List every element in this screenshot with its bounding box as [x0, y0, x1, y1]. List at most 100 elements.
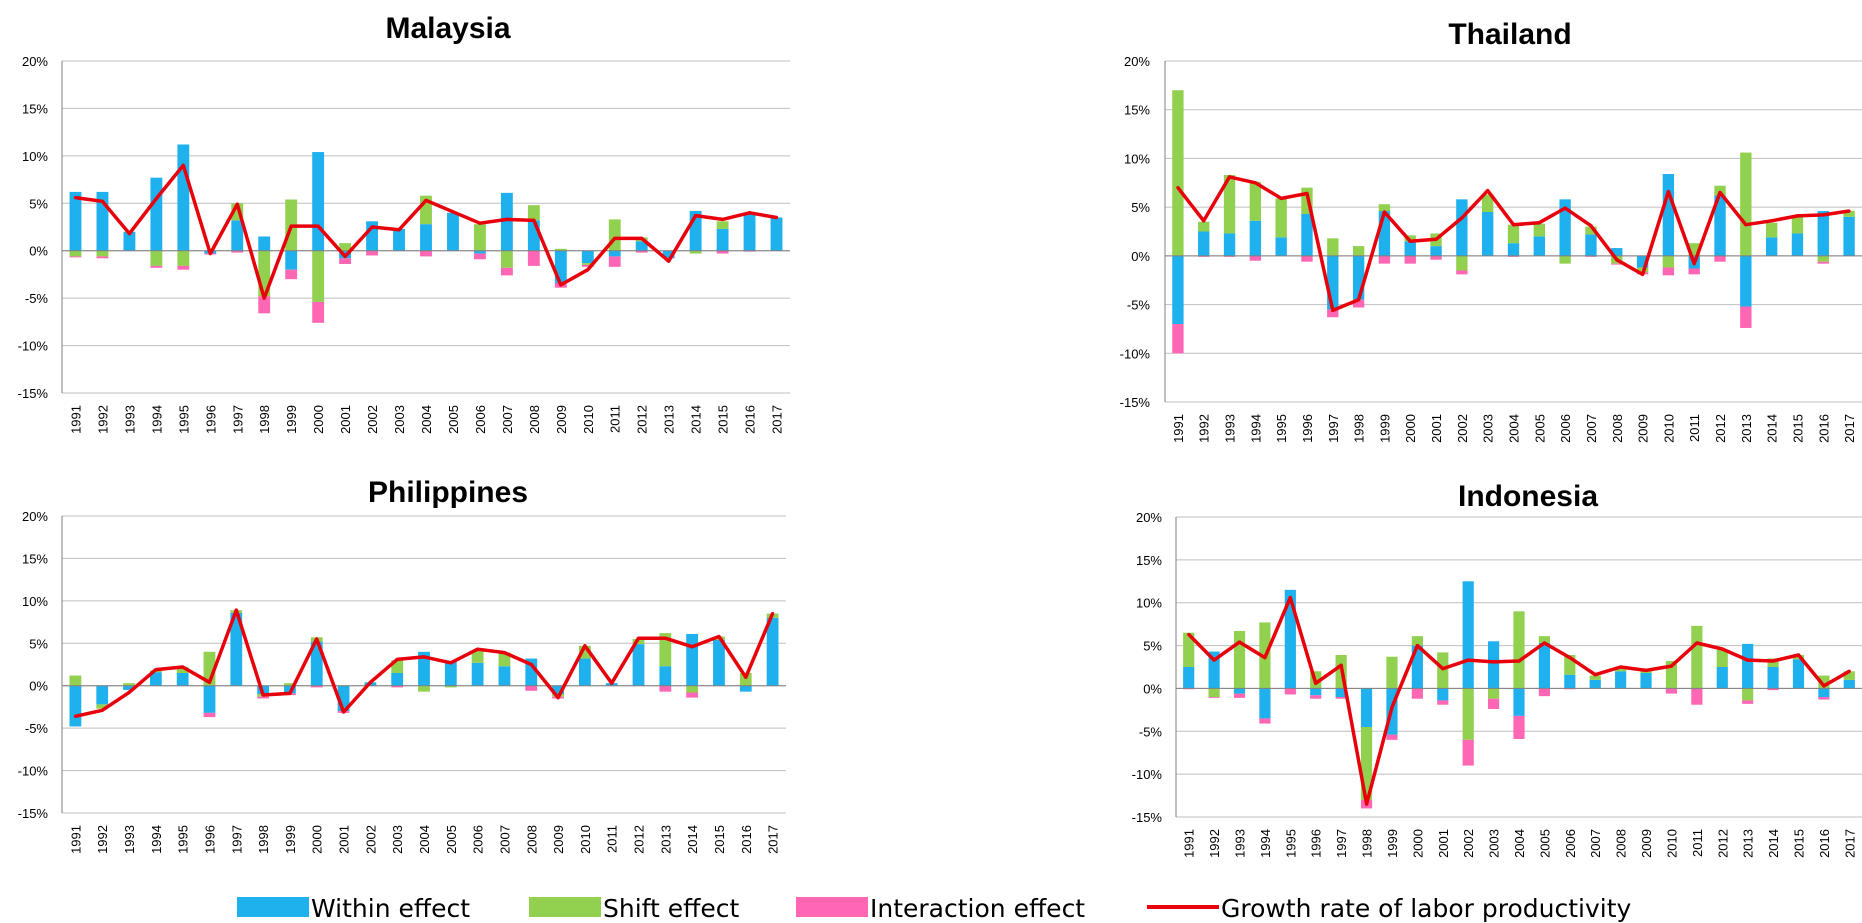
growth-point-malaysia-1991	[73, 195, 78, 200]
bar-interaction-malaysia-2006	[473, 253, 486, 260]
growth-point-thailand-2006	[1563, 206, 1567, 210]
bar-within-indonesia-2015	[1792, 659, 1805, 689]
growth-point-indonesia-2015	[1796, 653, 1801, 657]
y-tick-label-philippines: 10%	[22, 594, 48, 609]
growth-point-thailand-2005	[1537, 221, 1541, 225]
bar-within-indonesia-2008	[1615, 671, 1627, 689]
bar-within-thailand-2003	[1482, 212, 1494, 256]
bar-interaction-thailand-2016	[1817, 261, 1829, 264]
x-tick-label-thailand: 2006	[1558, 414, 1573, 443]
x-tick-label-philippines: 1992	[95, 825, 110, 854]
x-tick-label-malaysia: 1994	[149, 405, 164, 434]
growth-point-philippines-2001	[341, 710, 346, 714]
growth-point-thailand-1996	[1305, 191, 1309, 196]
bar-within-malaysia-1998	[258, 236, 271, 251]
bar-within-philippines-2006	[471, 662, 484, 686]
bar-interaction-malaysia-2015	[716, 250, 729, 254]
bar-shift-malaysia-2008	[527, 205, 540, 221]
x-tick-label-thailand: 1994	[1248, 414, 1263, 443]
x-tick-label-indonesia: 1992	[1207, 829, 1222, 858]
x-tick-label-thailand: 2014	[1765, 414, 1780, 443]
x-tick-label-philippines: 2001	[337, 825, 352, 854]
x-tick-label-malaysia: 2005	[446, 405, 461, 434]
bar-within-philippines-1993	[123, 685, 135, 690]
bar-within-thailand-2005	[1533, 236, 1545, 256]
bar-interaction-indonesia-1997	[1335, 697, 1347, 699]
bar-within-malaysia-2012	[635, 241, 648, 251]
bar-within-philippines-1992	[96, 685, 109, 705]
bar-shift-thailand-1999	[1378, 204, 1391, 212]
bar-interaction-malaysia-1992	[96, 256, 109, 259]
x-tick-label-thailand: 2001	[1429, 414, 1444, 443]
x-tick-label-thailand: 2011	[1687, 414, 1702, 442]
bar-shift-malaysia-2009	[554, 248, 567, 251]
x-tick-label-indonesia: 1994	[1258, 829, 1273, 858]
growth-point-philippines-2004	[422, 655, 426, 659]
x-tick-label-indonesia: 2016	[1817, 829, 1832, 858]
legend: Within effect Shift effect Interaction e…	[237, 894, 1632, 923]
growth-point-philippines-1994	[154, 667, 158, 672]
growth-point-malaysia-2002	[370, 225, 374, 229]
growth-point-malaysia-1995	[181, 163, 185, 167]
bar-interaction-malaysia-2012	[635, 250, 648, 253]
x-tick-label-thailand: 1995	[1274, 414, 1289, 443]
growth-point-malaysia-1997	[235, 202, 239, 206]
x-tick-label-philippines: 2007	[497, 825, 512, 854]
x-tick-label-indonesia: 1996	[1309, 829, 1324, 858]
bar-interaction-indonesia-1994	[1259, 718, 1271, 724]
bar-interaction-malaysia-2002	[366, 250, 379, 256]
bar-shift-thailand-2010	[1662, 255, 1675, 268]
bar-interaction-indonesia-1996	[1310, 695, 1322, 699]
bar-interaction-indonesia-1992	[1208, 697, 1220, 698]
bar-within-philippines-2010	[578, 658, 591, 686]
bar-shift-philippines-1993	[123, 683, 135, 686]
x-tick-label-philippines: 2014	[685, 825, 700, 854]
x-tick-label-indonesia: 2013	[1741, 829, 1756, 858]
bar-shift-indonesia-2002	[1462, 688, 1474, 740]
bar-within-philippines-2009	[552, 685, 564, 695]
growth-point-philippines-2002	[368, 680, 372, 684]
panel-philippines: Philippines 20% 15% 10% 5% 0% -5% -10% -15% 1991 1…	[18, 476, 786, 854]
growth-point-malaysia-1996	[208, 251, 212, 256]
bar-interaction-thailand-1996	[1301, 255, 1313, 262]
growth-point-thailand-2009	[1640, 272, 1645, 276]
bar-within-thailand-2009	[1636, 255, 1649, 268]
bar-shift-malaysia-2004	[420, 195, 432, 225]
bar-shift-malaysia-1995	[177, 250, 190, 266]
bar-interaction-thailand-2001	[1430, 255, 1442, 260]
growth-point-indonesia-2004	[1517, 659, 1521, 663]
bar-interaction-thailand-1998	[1352, 299, 1365, 308]
y-tick-label-indonesia: -10%	[1132, 767, 1163, 782]
y-tick-label-thailand: -15%	[1120, 395, 1151, 410]
x-tick-label-thailand: 2005	[1532, 414, 1547, 443]
bar-shift-thailand-2007	[1585, 226, 1597, 235]
bar-within-malaysia-2009	[554, 250, 567, 283]
bar-within-malaysia-2000	[312, 152, 325, 251]
y-tick-label-philippines: 15%	[22, 551, 48, 566]
bar-shift-philippines-2016	[739, 672, 752, 686]
bar-within-thailand-1996	[1301, 213, 1313, 256]
growth-point-indonesia-2013	[1746, 658, 1750, 662]
bar-shift-indonesia-2000	[1411, 636, 1423, 646]
x-tick-label-thailand: 2016	[1816, 414, 1831, 443]
bar-interaction-indonesia-2014	[1767, 688, 1779, 691]
growth-point-thailand-2002	[1460, 216, 1464, 220]
bar-within-indonesia-1992	[1208, 651, 1220, 689]
x-tick-label-thailand: 1998	[1352, 414, 1367, 443]
growth-point-thailand-2008	[1615, 258, 1619, 262]
bar-shift-thailand-2016	[1817, 255, 1829, 262]
chart-title-indonesia: Indonesia	[1458, 480, 1598, 513]
bar-shift-philippines-2006	[471, 650, 484, 663]
growth-point-indonesia-2006	[1568, 655, 1572, 660]
bar-within-philippines-2017	[766, 617, 779, 686]
bar-shift-philippines-1991	[69, 675, 82, 686]
bar-within-malaysia-1991	[69, 191, 82, 251]
x-tick-label-indonesia: 1995	[1283, 829, 1298, 858]
growth-point-philippines-2000	[315, 637, 319, 641]
growth-point-philippines-1997	[234, 608, 238, 612]
bar-shift-thailand-2011	[1688, 243, 1700, 256]
bar-shift-thailand-2013	[1740, 152, 1752, 256]
bar-shift-malaysia-1994	[150, 250, 163, 266]
growth-point-malaysia-2014	[694, 214, 698, 218]
